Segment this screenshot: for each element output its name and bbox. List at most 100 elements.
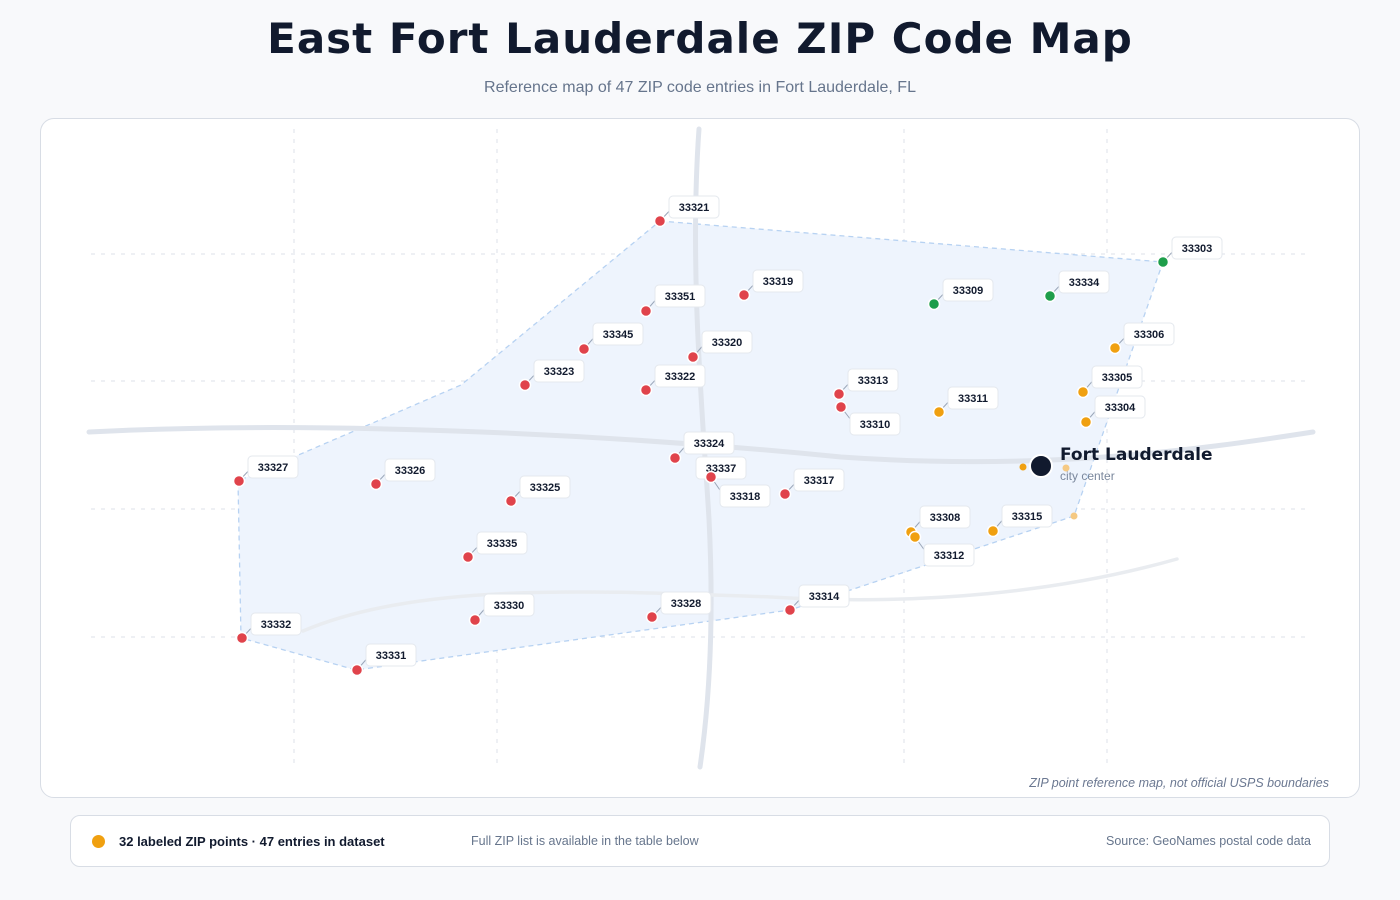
zip-dot[interactable] [235, 631, 249, 645]
zip-label: 33323 [544, 366, 575, 378]
zip-point-33317[interactable]: 33317 [778, 468, 845, 501]
zip-label: 33324 [694, 438, 725, 450]
zip-label: 33322 [665, 371, 696, 383]
zip-dot[interactable] [686, 350, 700, 364]
zip-dot[interactable] [1076, 385, 1090, 399]
zip-dot[interactable] [653, 214, 667, 228]
zip-dot[interactable] [639, 383, 653, 397]
zip-point-33345[interactable]: 33345 [577, 322, 644, 356]
zip-label: 33321 [679, 202, 710, 214]
zip-point-33331[interactable]: 33331 [350, 643, 417, 677]
zip-label: 33320 [712, 337, 743, 349]
legend-note: Full ZIP list is available in the table … [471, 834, 699, 848]
zip-point-33351[interactable]: 33351 [639, 284, 706, 318]
zip-point-33328[interactable]: 33328 [645, 591, 712, 624]
zip-point-33337[interactable]: 33337 [695, 456, 747, 484]
zip-dot[interactable] [232, 474, 246, 488]
zip-dot[interactable] [908, 530, 922, 544]
zip-dot[interactable] [927, 297, 941, 311]
zip-point-33308[interactable]: 33308 [904, 505, 971, 539]
zip-label-box [384, 458, 436, 482]
zip-dot[interactable] [668, 451, 682, 465]
zip-label: 33308 [930, 512, 961, 524]
zip-dot[interactable] [1108, 341, 1122, 355]
zip-point-33313[interactable]: 33313 [832, 368, 899, 401]
zip-dot[interactable] [518, 378, 532, 392]
city-center-faded-dot [1062, 464, 1070, 472]
page-subtitle: Reference map of 47 ZIP code entries in … [484, 79, 916, 96]
zip-dot[interactable] [350, 663, 364, 677]
zip-point-33305[interactable]: 33305 [1076, 365, 1143, 399]
zip-point-33309[interactable]: 33309 [927, 278, 994, 311]
zip-point-33330[interactable]: 33330 [468, 593, 535, 627]
zip-dot[interactable] [468, 613, 482, 627]
zip-point-33324[interactable]: 33324 [668, 431, 735, 465]
map-panel[interactable]: 33321 33303 33319 33351 33309 33334 33345 33320… [40, 118, 1360, 798]
city-center-marker[interactable]: Fort Lauderdale city center [1019, 445, 1213, 520]
zip-dot[interactable] [1156, 255, 1170, 269]
zip-point-33335[interactable]: 33335 [461, 531, 528, 564]
city-center-faded-dot-2 [1070, 512, 1078, 520]
zip-label: 33335 [487, 538, 518, 550]
zip-point-33320[interactable]: 33320 [686, 330, 753, 364]
zip-point-33312[interactable]: 33312 [908, 530, 975, 567]
zip-label-box [654, 284, 706, 308]
zip-label: 33311 [958, 393, 988, 405]
zip-label: 33306 [1134, 329, 1165, 341]
zip-dot[interactable] [645, 610, 659, 624]
zip-label-box [683, 431, 735, 455]
zip-label: 33327 [258, 462, 289, 474]
legend-count: 32 labeled ZIP points · 47 entries in da… [119, 834, 385, 849]
zip-label: 33334 [1069, 277, 1100, 289]
zip-point-33319[interactable]: 33319 [737, 269, 804, 302]
zip-label-box [923, 543, 975, 567]
zip-dot[interactable] [577, 342, 591, 356]
zip-label: 33328 [671, 598, 702, 610]
zip-dot[interactable] [737, 288, 751, 302]
zip-dot[interactable] [783, 603, 797, 617]
zip-label: 33331 [376, 650, 407, 662]
zip-label-box [847, 368, 899, 392]
zip-point-33325[interactable]: 33325 [504, 475, 571, 508]
zip-dot[interactable] [834, 400, 848, 414]
zip-dot[interactable] [986, 524, 1000, 538]
zip-label-box [247, 455, 299, 479]
zip-point-33314[interactable]: 33314 [783, 584, 850, 617]
city-name: Fort Lauderdale [1060, 445, 1213, 465]
map-disclaimer: ZIP point reference map, not official US… [1029, 776, 1329, 790]
zip-label-box [798, 584, 850, 608]
zip-point-33323[interactable]: 33323 [518, 359, 585, 392]
zip-point-33306[interactable]: 33306 [1108, 322, 1175, 355]
zip-label: 33304 [1105, 402, 1136, 414]
zip-point-33322[interactable]: 33322 [639, 364, 706, 397]
zip-label: 33315 [1012, 511, 1043, 523]
zip-point-33318[interactable]: 33318 [704, 470, 771, 508]
zip-point-33321[interactable]: 33321 [653, 195, 720, 228]
zip-point-33332[interactable]: 33332 [235, 612, 302, 645]
zip-label-box [1058, 270, 1110, 294]
zip-dot[interactable] [639, 304, 653, 318]
zip-point-33327[interactable]: 33327 [232, 455, 299, 488]
zip-dot[interactable] [504, 494, 518, 508]
zip-point-33304[interactable]: 33304 [1079, 395, 1146, 429]
zip-label-box [942, 278, 994, 302]
zip-dot[interactable] [932, 405, 946, 419]
zip-dot[interactable] [1079, 415, 1093, 429]
zip-dot[interactable] [832, 387, 846, 401]
zip-dot[interactable] [369, 477, 383, 491]
zip-point-33303[interactable]: 33303 [1156, 236, 1223, 269]
zip-dot[interactable] [704, 470, 718, 484]
zip-dot[interactable] [1043, 289, 1057, 303]
map-canvas[interactable]: 33321 33303 33319 33351 33309 33334 33345 33320… [41, 119, 1360, 798]
zip-label-box [668, 195, 720, 219]
zip-point-33311[interactable]: 33311 [932, 386, 999, 419]
zip-dot[interactable] [778, 487, 792, 501]
zip-point-33315[interactable]: 33315 [986, 504, 1053, 538]
zip-dot[interactable] [461, 550, 475, 564]
zip-label-box [849, 412, 901, 436]
road-north-south [693, 126, 714, 770]
zip-point-33334[interactable]: 33334 [1043, 270, 1110, 303]
zip-point-33326[interactable]: 33326 [369, 458, 436, 491]
zip-point-33310[interactable]: 33310 [834, 400, 901, 436]
zip-label-box [701, 330, 753, 354]
